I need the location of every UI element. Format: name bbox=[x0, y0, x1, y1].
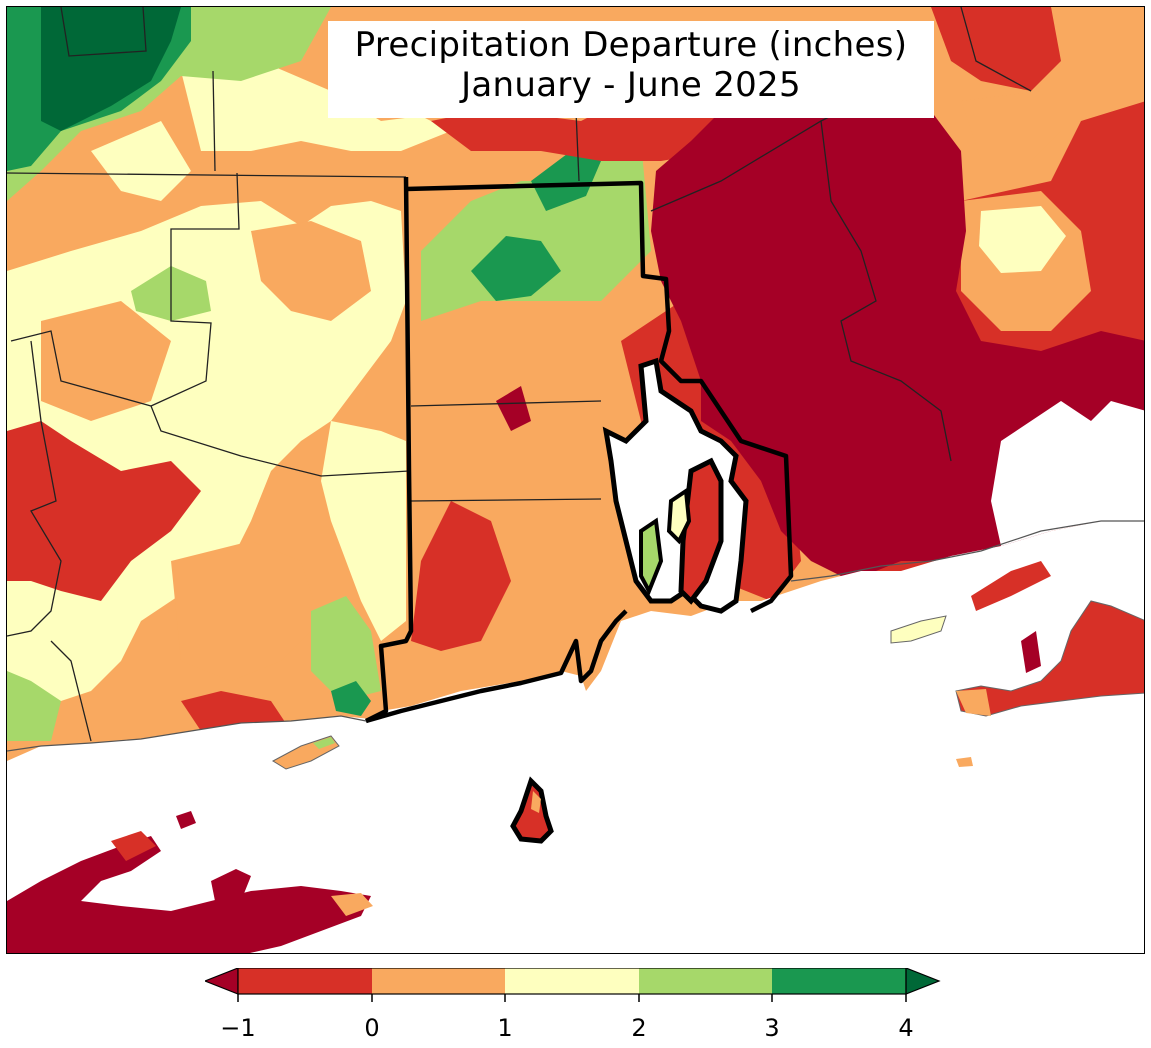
land-long-island-red bbox=[111, 831, 156, 861]
field-yellow-ct2 bbox=[321, 421, 406, 641]
field-darkred-ri-w bbox=[496, 386, 531, 431]
land-long-island-orange bbox=[331, 893, 373, 916]
land-fishers-green bbox=[313, 737, 335, 749]
island-prudence bbox=[639, 517, 664, 596]
field-red-west-ct bbox=[7, 421, 201, 601]
field-red-ri-sw bbox=[411, 501, 511, 651]
field-orange-ct bbox=[251, 221, 371, 321]
field-orange-ct2 bbox=[41, 301, 171, 421]
map-title: Precipitation Departure (inches) January… bbox=[328, 21, 934, 118]
map-panel: Precipitation Departure (inches) January… bbox=[6, 6, 1145, 954]
land-block-island-orange bbox=[531, 791, 541, 813]
land-mv-darkred bbox=[1021, 631, 1041, 673]
precipitation-map bbox=[7, 7, 1144, 953]
title-line-2: January - June 2025 bbox=[461, 65, 801, 105]
colorbar-extend-high bbox=[905, 968, 941, 995]
field-red-ne bbox=[931, 7, 1061, 91]
colorbar-extend-low bbox=[205, 968, 239, 995]
island-conanicut bbox=[666, 487, 692, 545]
land-elizabeth-red bbox=[971, 561, 1051, 611]
water-bay-east bbox=[991, 401, 1144, 546]
water-ocean bbox=[7, 521, 1144, 953]
field-green-ct-east bbox=[311, 596, 381, 701]
land-marthas-vineyard bbox=[955, 600, 1144, 717]
title-line-1: Precipitation Departure (inches) bbox=[354, 25, 908, 65]
field-yellow-north bbox=[181, 61, 451, 151]
colorbar-tick-label: 1 bbox=[497, 1014, 513, 1042]
colorbar-tick-label: 2 bbox=[631, 1014, 647, 1042]
colorbar-tick-label: 4 bbox=[898, 1014, 914, 1042]
land-mv-small bbox=[956, 757, 973, 767]
land-long-island-ne bbox=[211, 869, 251, 906]
field-orange-ma-ne bbox=[961, 91, 1061, 161]
land-mv-orange bbox=[956, 689, 991, 716]
field-orange-ct3 bbox=[171, 541, 321, 681]
colorbar-ticks bbox=[237, 994, 907, 1002]
colorbar-bin-4 bbox=[639, 968, 772, 994]
land-fishers bbox=[176, 811, 196, 829]
island-aquidneck bbox=[678, 457, 724, 605]
state-lines bbox=[364, 176, 794, 724]
colorbar-bin-2 bbox=[372, 968, 505, 994]
colorbar-tick-label: 0 bbox=[364, 1014, 380, 1042]
land-block-island bbox=[510, 776, 554, 844]
field-darkgreen-nw2 bbox=[41, 7, 181, 131]
colorbar-tick-label: −1 bbox=[220, 1014, 256, 1042]
colorbar-tick-label: 3 bbox=[764, 1014, 780, 1042]
colorbar-bin-1 bbox=[238, 968, 372, 994]
colorbar-bin-5 bbox=[772, 968, 906, 994]
colorbar-outline bbox=[237, 968, 907, 995]
land-elizabeth-islands bbox=[890, 615, 947, 644]
land-long-island bbox=[7, 836, 371, 953]
field-green-ct-west bbox=[7, 671, 61, 741]
coast-line bbox=[7, 520, 1144, 752]
field-darkgreen-ri2 bbox=[531, 151, 601, 211]
field-yellow-ma-coast bbox=[979, 206, 1066, 273]
colorbar bbox=[205, 968, 941, 1002]
field-darkgreen-ri bbox=[471, 236, 561, 301]
colorbar-bin-3 bbox=[505, 968, 639, 994]
field-yellow-nw bbox=[91, 121, 191, 201]
field-darkgreen-ct-sc bbox=[331, 681, 371, 716]
